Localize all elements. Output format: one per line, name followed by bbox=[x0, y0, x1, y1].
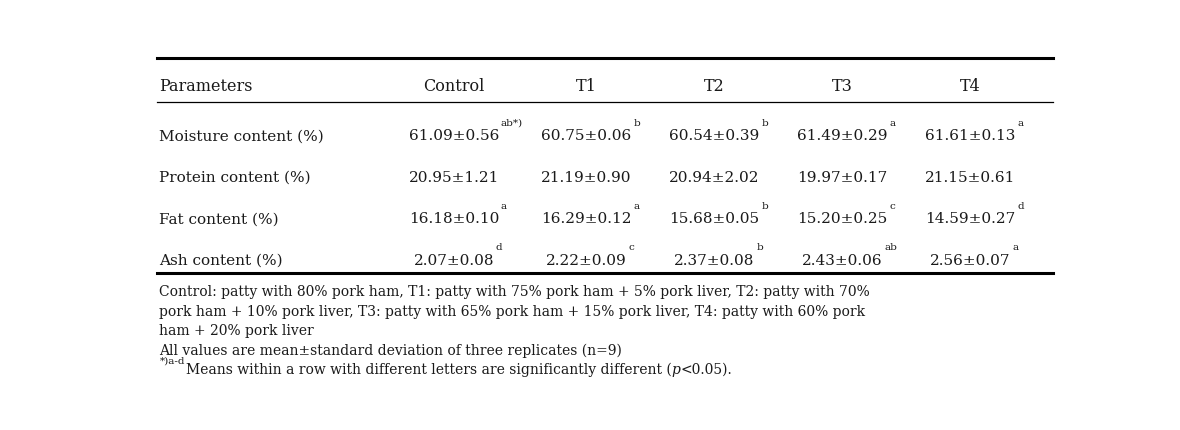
Text: 2.07±0.08: 2.07±0.08 bbox=[414, 253, 494, 267]
Text: b: b bbox=[756, 243, 763, 252]
Text: a: a bbox=[890, 118, 896, 127]
Text: All values are mean±standard deviation of three replicates (n=9): All values are mean±standard deviation o… bbox=[159, 342, 622, 357]
Text: T2: T2 bbox=[704, 78, 725, 95]
Text: T1: T1 bbox=[576, 78, 597, 95]
Text: Moisture content (%): Moisture content (%) bbox=[159, 129, 324, 143]
Text: a: a bbox=[1012, 243, 1018, 252]
Text: Means within a row with different letters are significantly different (: Means within a row with different letter… bbox=[185, 362, 671, 376]
Text: 61.49±0.29: 61.49±0.29 bbox=[798, 129, 887, 143]
Text: 2.22±0.09: 2.22±0.09 bbox=[546, 253, 627, 267]
Text: 60.54±0.39: 60.54±0.39 bbox=[669, 129, 760, 143]
Text: Control: patty with 80% pork ham, T1: patty with 75% pork ham + 5% pork liver, T: Control: patty with 80% pork ham, T1: pa… bbox=[159, 285, 870, 298]
Text: 21.19±0.90: 21.19±0.90 bbox=[542, 170, 631, 184]
Text: 60.75±0.06: 60.75±0.06 bbox=[542, 129, 631, 143]
Text: a: a bbox=[500, 201, 507, 210]
Text: 14.59±0.27: 14.59±0.27 bbox=[925, 212, 1016, 226]
Text: d: d bbox=[1017, 201, 1024, 210]
Text: Parameters: Parameters bbox=[159, 78, 253, 95]
Text: d: d bbox=[496, 243, 503, 252]
Text: 16.18±0.10: 16.18±0.10 bbox=[408, 212, 499, 226]
Text: ham + 20% pork liver: ham + 20% pork liver bbox=[159, 323, 314, 338]
Text: b: b bbox=[634, 118, 641, 127]
Text: 20.94±2.02: 20.94±2.02 bbox=[669, 170, 760, 184]
Text: Protein content (%): Protein content (%) bbox=[159, 170, 312, 184]
Text: c: c bbox=[890, 201, 896, 210]
Text: 2.37±0.08: 2.37±0.08 bbox=[674, 253, 755, 267]
Text: pork ham + 10% pork liver, T3: patty with 65% pork ham + 15% pork liver, T4: pat: pork ham + 10% pork liver, T3: patty wit… bbox=[159, 304, 865, 319]
Text: b: b bbox=[761, 201, 768, 210]
Text: T3: T3 bbox=[832, 78, 853, 95]
Text: 15.20±0.25: 15.20±0.25 bbox=[798, 212, 887, 226]
Text: 61.61±0.13: 61.61±0.13 bbox=[925, 129, 1016, 143]
Text: ab: ab bbox=[885, 243, 898, 252]
Text: 19.97±0.17: 19.97±0.17 bbox=[798, 170, 887, 184]
Text: c: c bbox=[629, 243, 635, 252]
Text: *)a-d: *)a-d bbox=[159, 356, 185, 365]
Text: 16.29±0.12: 16.29±0.12 bbox=[542, 212, 631, 226]
Text: 61.09±0.56: 61.09±0.56 bbox=[408, 129, 499, 143]
Text: 15.68±0.05: 15.68±0.05 bbox=[669, 212, 760, 226]
Text: T4: T4 bbox=[961, 78, 981, 95]
Text: ab*): ab*) bbox=[500, 118, 523, 127]
Text: Ash content (%): Ash content (%) bbox=[159, 253, 283, 267]
Text: 2.43±0.06: 2.43±0.06 bbox=[802, 253, 883, 267]
Text: 20.95±1.21: 20.95±1.21 bbox=[408, 170, 499, 184]
Text: p: p bbox=[671, 362, 681, 376]
Text: <0.05).: <0.05). bbox=[681, 362, 732, 376]
Text: 2.56±0.07: 2.56±0.07 bbox=[930, 253, 1011, 267]
Text: Fat content (%): Fat content (%) bbox=[159, 212, 278, 226]
Text: b: b bbox=[761, 118, 768, 127]
Text: 21.15±0.61: 21.15±0.61 bbox=[925, 170, 1016, 184]
Text: a: a bbox=[1017, 118, 1024, 127]
Text: Control: Control bbox=[424, 78, 485, 95]
Text: a: a bbox=[634, 201, 640, 210]
